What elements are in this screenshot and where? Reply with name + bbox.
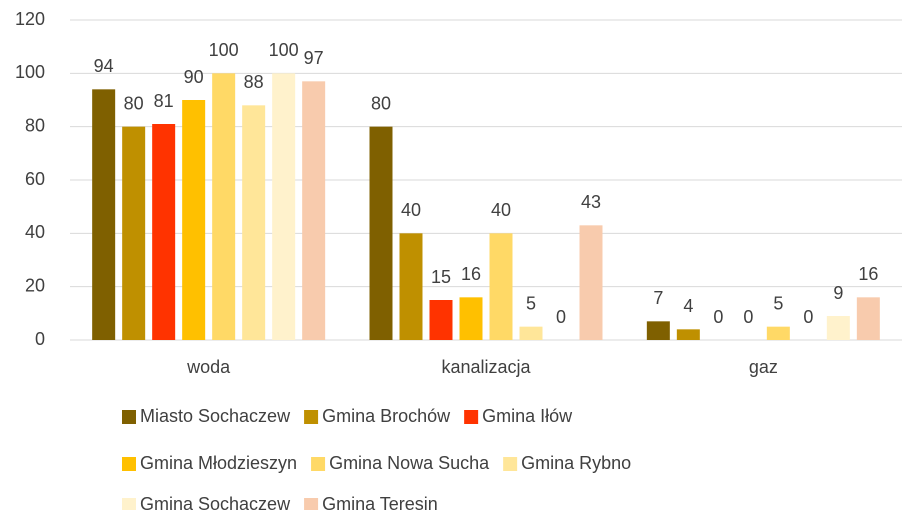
data-label: 5: [773, 293, 783, 313]
bar: [676, 329, 700, 340]
bar: [399, 233, 423, 340]
data-label: 0: [803, 307, 813, 327]
x-tick-label: kanalizacja: [441, 357, 531, 377]
data-label: 97: [304, 48, 324, 68]
data-label: 0: [713, 307, 723, 327]
legend-label: Miasto Sochaczew: [140, 406, 291, 426]
legend-label: Gmina Teresin: [322, 494, 438, 510]
legend-swatch: [311, 457, 326, 471]
legend-swatch: [503, 457, 518, 471]
legend-label: Gmina Iłów: [482, 406, 573, 426]
data-label: 94: [94, 56, 114, 76]
data-label: 0: [743, 307, 753, 327]
legend-swatch: [304, 410, 319, 424]
data-label: 43: [581, 192, 601, 212]
legend-swatch: [464, 410, 479, 424]
legend-swatch: [122, 498, 136, 510]
x-tick-label: gaz: [749, 357, 778, 377]
data-label: 15: [431, 267, 451, 287]
bar: [519, 326, 543, 340]
data-label: 4: [683, 296, 693, 316]
bar: [92, 89, 116, 340]
data-label: 0: [556, 307, 566, 327]
data-label: 100: [269, 40, 299, 60]
y-tick-label: 100: [15, 62, 45, 82]
bar: [242, 105, 266, 340]
y-tick-label: 0: [35, 329, 45, 349]
bar: [459, 297, 483, 340]
data-label: 90: [184, 67, 204, 87]
bar: [302, 81, 326, 340]
data-label: 16: [858, 264, 878, 284]
legend-label: Gmina Sochaczew: [140, 494, 291, 510]
legend-label: Gmina Rybno: [521, 453, 631, 473]
data-label: 80: [371, 93, 391, 113]
data-label: 88: [244, 72, 264, 92]
legend-label: Gmina Nowa Sucha: [329, 453, 490, 473]
data-label: 40: [491, 200, 511, 220]
bar: [369, 126, 393, 341]
bar: [152, 124, 176, 340]
data-label: 16: [461, 264, 481, 284]
bar: [122, 126, 146, 341]
bar: [579, 225, 603, 340]
data-label: 80: [124, 93, 144, 113]
y-tick-label: 20: [25, 275, 45, 295]
bar: [766, 326, 790, 340]
y-tick-label: 120: [15, 9, 45, 29]
bar: [856, 297, 880, 340]
bar: [826, 316, 850, 340]
data-label: 7: [653, 288, 663, 308]
bar: [646, 321, 670, 340]
y-tick-label: 60: [25, 169, 45, 189]
legend-swatch: [304, 498, 319, 510]
y-tick-label: 40: [25, 222, 45, 242]
data-label: 81: [154, 91, 174, 111]
bar: [429, 300, 453, 340]
data-label: 100: [209, 40, 239, 60]
bar: [489, 233, 513, 340]
data-label: 9: [833, 283, 843, 303]
data-label: 40: [401, 200, 421, 220]
legend-swatch: [122, 457, 136, 471]
legend-label: Gmina Młodzieszyn: [140, 453, 297, 473]
bar: [212, 73, 236, 340]
bar: [182, 100, 206, 340]
data-label: 5: [526, 293, 536, 313]
y-tick-label: 80: [25, 115, 45, 135]
legend-swatch: [122, 410, 136, 424]
bar: [272, 73, 296, 340]
legend-label: Gmina Brochów: [322, 406, 451, 426]
x-tick-label: woda: [186, 357, 231, 377]
